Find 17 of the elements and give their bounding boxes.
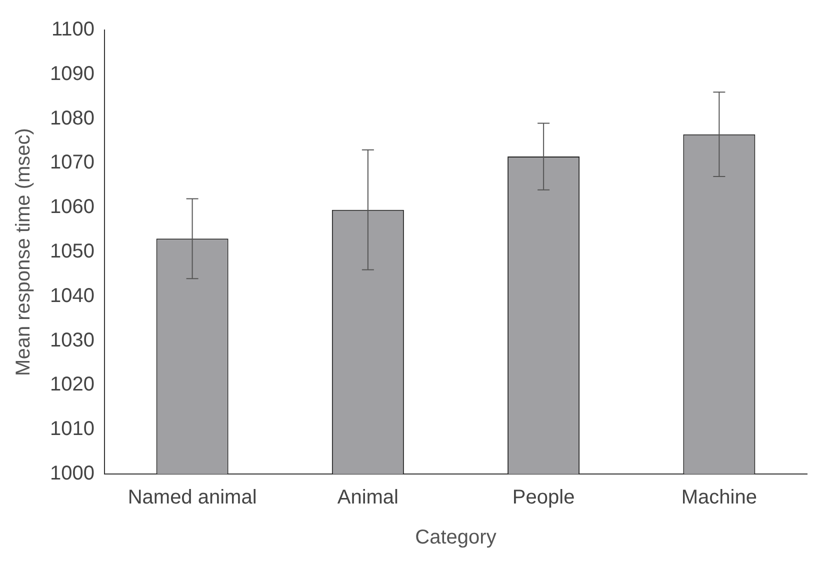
x-axis-title: Category: [415, 526, 496, 549]
y-tick-label: 1080: [50, 107, 94, 130]
y-tick-label: 1090: [50, 62, 94, 85]
x-tick-label: Animal: [337, 486, 399, 509]
y-tick-label: 1040: [50, 284, 94, 307]
y-tick-label: 1000: [50, 462, 94, 485]
y-axis-title: Mean response time (msec): [12, 128, 35, 376]
y-tick-label: 1060: [50, 196, 94, 218]
y-tick-label: 1100: [51, 18, 94, 41]
y-tick-label: 1070: [50, 152, 94, 174]
x-tick-label: People: [512, 486, 575, 509]
y-tick-label: 1030: [50, 329, 94, 352]
x-tick-label: Named animal: [128, 486, 257, 509]
x-tick-label: Machine: [681, 486, 757, 509]
y-tick-label: 1020: [50, 374, 94, 396]
y-tick-label: 1050: [50, 240, 94, 263]
y-tick-label: 1010: [50, 418, 94, 440]
